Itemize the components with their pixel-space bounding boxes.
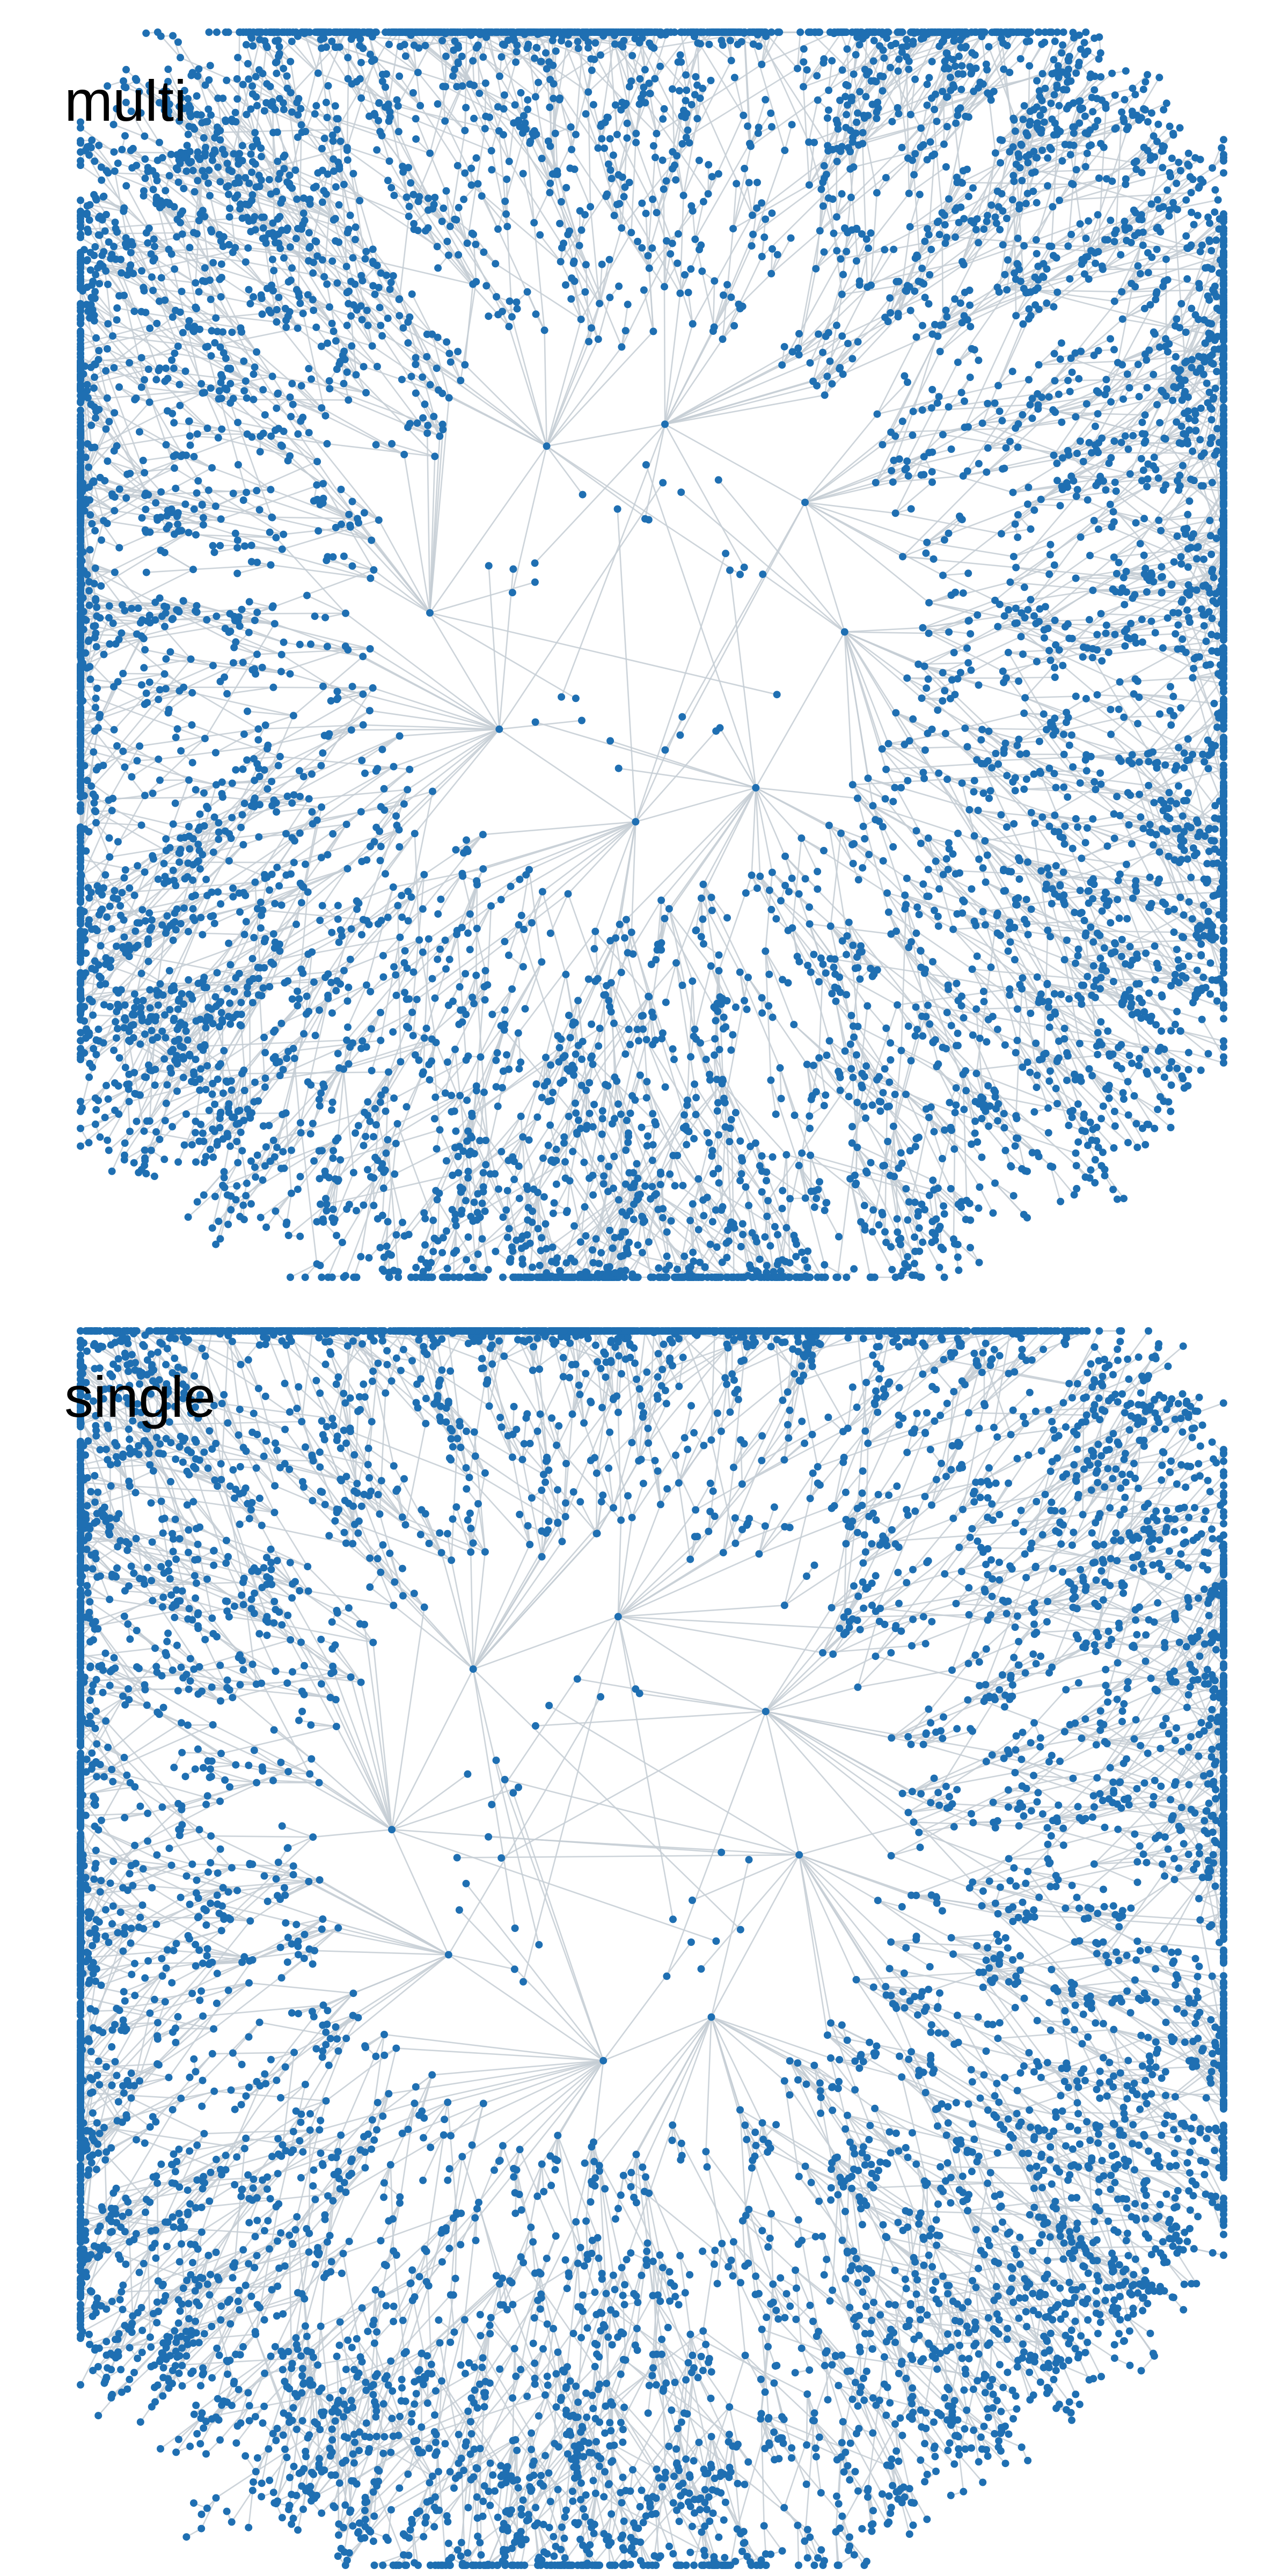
network-edge [1086, 698, 1153, 753]
network-edge [1178, 959, 1224, 969]
network-edge [999, 589, 1093, 605]
network-edge [1025, 696, 1076, 699]
network-edge [1075, 577, 1147, 579]
network-edge [809, 1155, 812, 1191]
network-edge [1033, 773, 1068, 798]
network-edge [982, 729, 1041, 772]
network-edge [1096, 636, 1128, 651]
network-edge [1046, 729, 1070, 746]
network-edge [1046, 983, 1093, 1076]
network-edge [886, 763, 982, 770]
network-edge [852, 784, 929, 870]
network-edge [1097, 624, 1179, 635]
network-edge [962, 782, 1055, 816]
network-edge [1183, 936, 1202, 956]
network-edge [172, 618, 255, 621]
network-edge [1006, 676, 1055, 679]
network-edge [885, 769, 925, 779]
network-edge [844, 631, 929, 634]
network-edge [943, 874, 972, 890]
network-edge [1162, 639, 1224, 649]
network-edge [635, 787, 756, 823]
network-edge [1195, 997, 1224, 1009]
network-edge [921, 652, 1009, 699]
network-edge [1119, 682, 1225, 818]
network-edge [1027, 861, 1118, 882]
network-edge [1093, 589, 1179, 614]
network-edge [499, 728, 636, 823]
network-edge [844, 632, 889, 744]
network-edge [987, 760, 1008, 777]
network-edge [1152, 844, 1201, 926]
network-edge [1119, 815, 1163, 830]
network-edge [1092, 1075, 1110, 1099]
panel-multi: multi [64, 28, 1227, 1281]
network-edge [987, 756, 1091, 762]
network-edge [852, 778, 948, 786]
network-edge [921, 697, 950, 700]
network-edge [1055, 814, 1154, 846]
network-edge [230, 612, 346, 614]
network-edge [429, 612, 500, 730]
network-edge [1016, 622, 1084, 658]
network-edge [844, 631, 923, 699]
network-edge [1180, 818, 1224, 838]
network-edge [1005, 716, 1124, 744]
network-edge [1130, 769, 1224, 796]
network-edge [429, 445, 547, 613]
network-edge [1124, 715, 1174, 718]
network-edge [844, 631, 919, 665]
network-edge [1170, 985, 1194, 1004]
network-edge [1046, 693, 1135, 730]
network-edge [1043, 930, 1049, 1055]
network-edge [1167, 617, 1190, 623]
network-edge [546, 423, 665, 447]
network-edge [947, 773, 1034, 780]
network-edge [664, 423, 806, 503]
network-edge [844, 631, 908, 679]
network-edge [351, 728, 500, 731]
network-edge [1152, 718, 1224, 753]
network-edge [1082, 647, 1163, 658]
network-edge [1086, 647, 1157, 764]
network-edge [928, 604, 1000, 634]
network-edge [804, 502, 846, 632]
network-edge [1170, 985, 1198, 991]
network-edge [1179, 747, 1212, 751]
network-edge [1055, 885, 1136, 895]
network-edge [1003, 890, 1055, 994]
network-edge [1135, 885, 1163, 903]
network-edge [1148, 785, 1224, 832]
network-edge [1081, 985, 1102, 1022]
network-edge [906, 677, 966, 729]
network-edge [1019, 753, 1115, 815]
network-edge [1146, 542, 1224, 579]
network-edge [918, 622, 1018, 665]
network-edge [1119, 677, 1193, 683]
network-edge [1110, 734, 1150, 763]
network-edge [755, 631, 845, 788]
network-edge [1080, 782, 1129, 794]
network-edge [1054, 815, 1086, 844]
network-edge [1023, 713, 1081, 784]
network-edge [909, 740, 986, 841]
network-edge [942, 636, 1022, 674]
network-edge [1135, 879, 1208, 887]
network-edge [253, 399, 349, 401]
network-edge [928, 632, 1004, 672]
network-edge [1059, 646, 1084, 651]
network-edge [1119, 745, 1216, 816]
network-edge [844, 632, 854, 785]
network-edge [1135, 880, 1209, 912]
network-edge [844, 631, 910, 742]
network-edge [1162, 647, 1195, 660]
network-edge [1087, 827, 1108, 847]
network-edge [928, 869, 998, 917]
network-edge [1039, 771, 1089, 891]
network-edge [985, 882, 1048, 984]
network-edge [1166, 831, 1225, 901]
